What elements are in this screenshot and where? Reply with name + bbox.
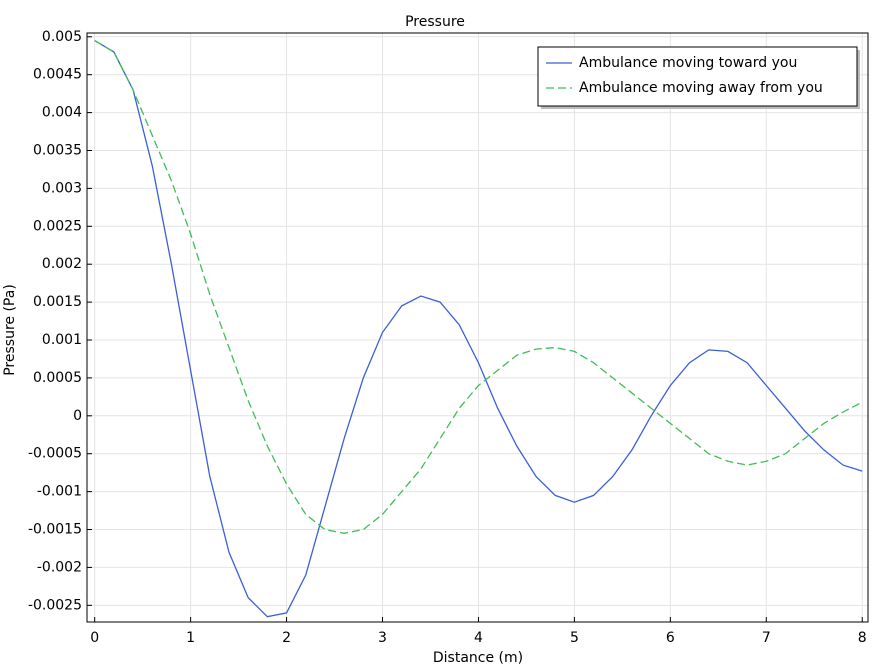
x-tick-label: 4 bbox=[474, 630, 483, 646]
y-tick-label: 0.003 bbox=[42, 180, 82, 196]
legend-label: Ambulance moving away from you bbox=[579, 80, 823, 96]
y-tick-label: -0.001 bbox=[37, 484, 82, 500]
plot-frame bbox=[86, 32, 869, 623]
line-series bbox=[94, 40, 863, 618]
x-tick-label: 3 bbox=[378, 630, 387, 646]
x-axis-label: Distance (m) bbox=[433, 650, 523, 666]
y-tick-label: 0.005 bbox=[42, 29, 82, 45]
y-tick-label: 0.0025 bbox=[33, 218, 82, 234]
y-axis-label: Pressure (Pa) bbox=[2, 284, 18, 376]
y-tick-label: -0.002 bbox=[37, 559, 82, 575]
legend-label: Ambulance moving toward you bbox=[579, 55, 797, 71]
y-tick-label: 0.001 bbox=[42, 332, 82, 348]
y-tick-label: 0 bbox=[73, 408, 82, 424]
y-tick-label: 0.004 bbox=[42, 105, 82, 121]
x-tick-label: 5 bbox=[570, 630, 579, 646]
chart-title: Pressure bbox=[405, 14, 465, 30]
line-series bbox=[94, 40, 863, 534]
y-tick-label: 0.0035 bbox=[33, 142, 82, 158]
y-tick-label: -0.0005 bbox=[28, 446, 82, 462]
y-tick-label: -0.0025 bbox=[28, 597, 82, 613]
x-tick-label: 7 bbox=[762, 630, 771, 646]
y-tick-label: 0.0005 bbox=[33, 370, 82, 386]
x-tick-label: 6 bbox=[666, 630, 675, 646]
legend-box bbox=[537, 46, 858, 107]
x-tick-label: 8 bbox=[858, 630, 867, 646]
y-tick-label: 0.002 bbox=[42, 256, 82, 272]
x-tick-label: 2 bbox=[282, 630, 291, 646]
x-tick-label: 1 bbox=[186, 630, 195, 646]
y-tick-label: 0.0045 bbox=[33, 67, 82, 83]
y-tick-label: -0.0015 bbox=[28, 522, 82, 538]
x-tick-label: 0 bbox=[90, 630, 99, 646]
y-tick-label: 0.0015 bbox=[33, 294, 82, 310]
